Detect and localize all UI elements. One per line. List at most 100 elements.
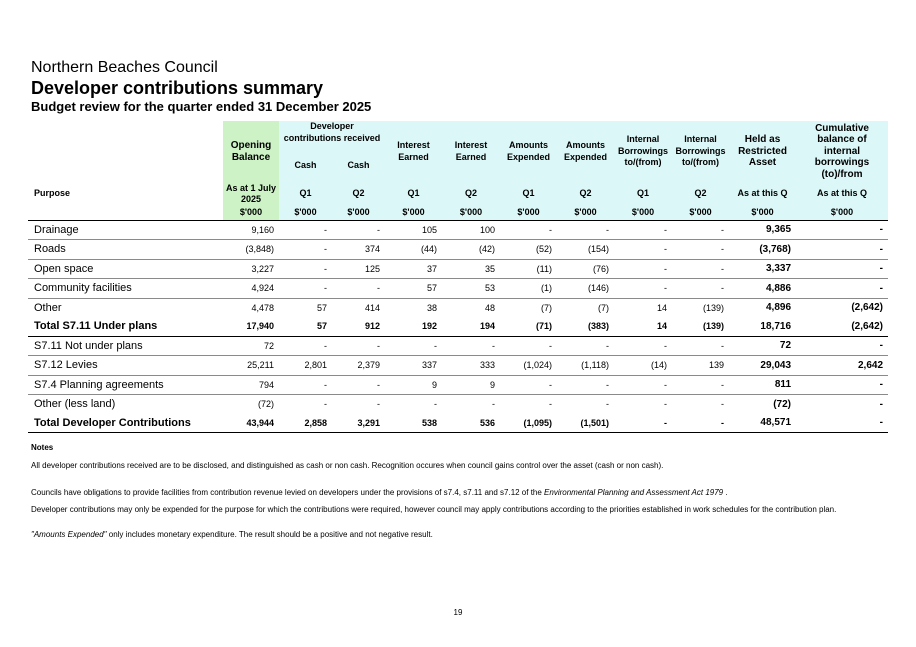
row-value: 38 [427,302,438,313]
row-value: - [672,278,730,299]
row-value: (7) [598,302,610,313]
row-value: 43,944 [223,413,279,433]
row-value: - [332,375,386,395]
row-value: (1,118) [557,355,615,376]
row-value: - [664,399,668,410]
row-value: 18,716 [729,317,797,337]
row-value: (76) [557,259,615,279]
period-interest-q1: Q1 [385,182,443,206]
row-value: - [279,375,332,395]
row-value: - [796,336,889,356]
unit-held: $'000 [729,206,797,221]
row-value: - [492,399,496,410]
held-restricted-header: Held as Restricted Asset [729,121,797,182]
unit-cumulative: $'000 [796,206,889,221]
row-value: 9,365 [729,220,797,240]
row-value: - [324,399,327,410]
row-value: 2,801 [279,355,332,376]
row-value: (146) [557,278,615,299]
period-interest-q2: Q2 [442,182,501,206]
row-value: - [549,399,553,410]
cumulative-balance-header: Cumulative balance of internal borrowing… [796,121,889,182]
borrowings-q2-header: Internal Borrowings to/(from) [672,121,730,182]
unit-amounts-q1: $'000 [500,206,558,221]
row-value: - [672,220,730,240]
row-value: - [614,220,673,240]
note-amounts-text: only includes monetary expenditure. The … [106,530,433,539]
row-label: S7.4 Planning agreements [28,375,223,395]
row-value: (52) [500,239,558,260]
row-label: Other [34,301,62,314]
period-cash-q1: Q1 [279,182,332,206]
period-opening: As at 1 July 2025 [223,182,279,206]
row-value: - [672,375,730,395]
row-value: - [672,259,730,279]
cash-q2-header: Cash [332,149,386,182]
row-value: - [377,399,381,410]
note-amounts-expended: "Amounts Expended" only includes monetar… [31,530,871,540]
row-value: 29,043 [729,355,797,376]
row-value: (139) [703,302,725,313]
row-value: - [385,336,443,356]
interest-q2-header: Interest Earned [442,121,501,182]
row-value: - [796,278,889,299]
row-value: - [796,220,889,240]
row-label: Total S7.11 Under plans [28,317,223,337]
period-amounts-q1: Q1 [500,182,558,206]
contributions-rows: Drainage 9,160- -105 100- - - -9,365- Roads (3,8… [28,220,889,433]
opening-balance-header: Opening Balance [223,121,279,182]
borrowings-q1-header: Internal Borrowings to/(from) [614,121,673,182]
row-value: 2,858 [279,413,332,433]
row-value: 3,291 [332,413,386,433]
unit-borrowings-q1: $'000 [614,206,673,221]
row-value: - [279,239,332,260]
cash-q1-header: Cash [279,149,332,182]
row-value: 105 [385,220,443,240]
row-value: - [796,239,889,260]
row-value: 100 [442,220,501,240]
council-name: Northern Beaches Council [31,59,218,76]
row-value: - [279,259,332,279]
period-cash-q2: Q2 [332,182,386,206]
row-value: - [500,220,558,240]
row-value: 4,924 [223,278,279,299]
row-value: - [442,336,501,356]
row-value: - [332,220,386,240]
page-subtitle: Budget review for the quarter ended 31 D… [31,99,372,114]
period-borrowings-q1: Q1 [614,182,673,206]
row-value: 14 [614,317,673,337]
row-value: 3,337 [729,259,797,279]
row-value: (154) [557,239,615,260]
row-value: 14 [657,302,668,313]
row-value: - [279,220,332,240]
note-act-name: Environmental Planning and Assessment Ac… [544,488,724,497]
row-value: 374 [332,239,386,260]
notes-heading: Notes [31,443,54,452]
table-row: S7.4 Planning agreements 794- -9 9- - - -811- [28,375,889,395]
row-value: (3,848) [223,239,279,260]
row-label: S7.12 Levies [28,355,223,376]
row-value: 194 [442,317,501,337]
row-value: 3,227 [223,259,279,279]
row-value: 2,642 [796,355,889,376]
row-value: (71) [500,317,558,337]
row-value: 48 [485,302,496,313]
row-value: 72 [223,336,279,356]
row-value: - [614,336,673,356]
row-value: - [672,336,730,356]
contributions-table: Opening Balance Developer contributions … [28,121,889,433]
unit-interest-q2: $'000 [442,206,501,221]
amounts-q2-header: Amounts Expended [557,121,615,182]
purpose-header-blank [28,121,223,182]
row-value: - [332,278,386,299]
row-value: 125 [332,259,386,279]
row-value: - [614,239,673,260]
row-value: - [332,336,386,356]
row-value: 9 [442,375,501,395]
row-value: 192 [385,317,443,337]
page-number: 19 [453,608,463,617]
row-value: - [614,413,673,433]
row-value: (2,642) [796,317,889,337]
table-row: Community facilities 4,924- -57 53 (1) (146) -… [28,278,889,299]
row-value: 57 [316,302,327,313]
